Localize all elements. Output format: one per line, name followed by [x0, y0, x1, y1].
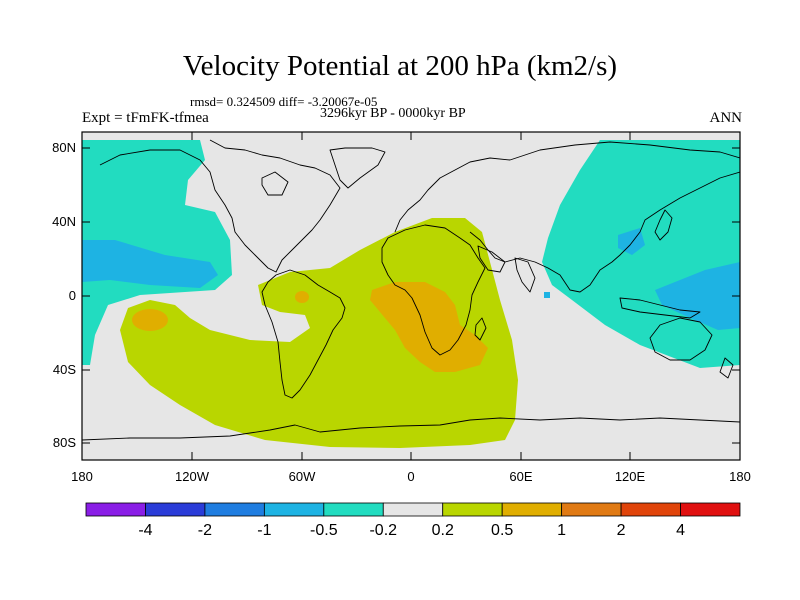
colorbar-label: 2 [617, 522, 626, 539]
colorbar-swatch [382, 502, 444, 517]
colorbar [85, 502, 741, 517]
lat-label-40s: 40S [53, 362, 76, 377]
negative-spot-indian-ocean [544, 292, 550, 298]
coastline-hudson-bay [261, 171, 289, 196]
season-label: ANN [709, 110, 743, 126]
colorbar-labels: -4 -2 -1 -0.5 -0.2 0.2 0.5 1 2 4 [138, 522, 685, 539]
colorbar-swatch [501, 502, 563, 517]
lon-label-180w: 180 [71, 469, 93, 484]
coastline-indonesia [619, 297, 701, 319]
colorbar-swatch [442, 502, 503, 517]
coastline-japan [654, 209, 673, 241]
colorbar-label: 0.2 [432, 522, 454, 539]
colorbar-swatch [263, 502, 325, 517]
coastline-north-america [99, 139, 341, 273]
positive-core-east-pacific [132, 309, 168, 331]
period-text: 3296kyr BP - 0000kyr BP [320, 106, 466, 121]
negative-core-equatorial-pacific [655, 262, 740, 330]
colorbar-swatch [85, 502, 146, 517]
positive-core-africa-atlantic [370, 282, 488, 372]
lon-label-60w: 60W [289, 469, 316, 484]
positive-field-atlantic-africa [120, 218, 518, 448]
colorbar-swatch [680, 502, 741, 517]
lon-label-120w: 120W [175, 469, 210, 484]
colorbar-label: -4 [138, 522, 152, 539]
coastline-antarctica [82, 417, 740, 441]
lat-label-80n: 80N [52, 140, 76, 155]
lon-axis [191, 132, 631, 460]
colorbar-label: -2 [198, 522, 212, 539]
coastline-madagascar [474, 317, 487, 341]
colorbar-swatch [323, 502, 384, 517]
coastline-arabia [477, 245, 506, 273]
colorbar-swatch [561, 502, 622, 517]
negative-field-north-pacific [82, 140, 232, 365]
coastline-greenland [329, 147, 386, 189]
positive-spot-south-america [295, 291, 309, 303]
coastline-india [514, 257, 536, 293]
experiment-label: Expt = tFmFK-tfmea [82, 110, 209, 126]
lat-label-80s: 80S [53, 435, 76, 450]
map-title: Velocity Potential at 200 hPa (km2/s) [182, 50, 618, 82]
colorbar-label: -0.5 [310, 522, 338, 539]
lat-axis [82, 147, 740, 444]
coastline-asia [469, 141, 740, 293]
colorbar-label: 0.5 [491, 522, 513, 539]
coastlines [82, 139, 740, 441]
coastline-new-zealand [719, 357, 734, 379]
negative-core-north-pacific [82, 240, 218, 288]
colorbar-label: -1 [257, 522, 271, 539]
stats-text: rmsd= 0.324509 diff= -3.20067e-05 [190, 94, 378, 109]
colorbar-label: -0.2 [369, 522, 397, 539]
map-plot [82, 132, 740, 460]
coastline-africa [381, 224, 486, 356]
colorbar-label: 4 [676, 522, 685, 539]
lon-label-0: 0 [407, 469, 414, 484]
lon-label-180e: 180 [729, 469, 751, 484]
lon-label-120e: 120E [615, 469, 646, 484]
colorbar-swatch [620, 502, 681, 517]
coastline-australia [649, 317, 713, 361]
colorbar-label: 1 [557, 522, 566, 539]
colorbar-swatch [145, 502, 206, 517]
lat-label-0: 0 [69, 288, 76, 303]
lon-label-60e: 60E [509, 469, 532, 484]
colorbar-swatch [204, 502, 265, 517]
coastline-south-america [261, 269, 346, 399]
coastline-europe [394, 157, 511, 233]
lat-label-40n: 40N [52, 214, 76, 229]
